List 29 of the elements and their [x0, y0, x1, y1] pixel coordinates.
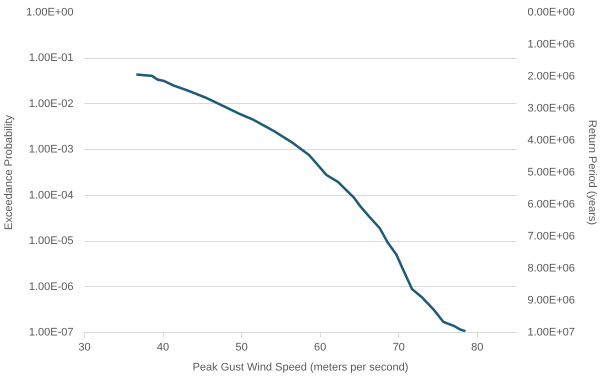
y-tick-label: 1.00E-03 [28, 144, 74, 156]
y-tick-label: 1.00E-07 [28, 326, 74, 338]
y2-tick-label: 6.00E+06 [528, 198, 575, 210]
line-series [135, 73, 467, 332]
y2-tick-label: 0.00E+00 [528, 6, 575, 18]
y-tick-label: 1.00E-01 [28, 52, 74, 64]
y-tick-label: 1.00E-06 [28, 280, 74, 293]
x-tick-label: 50 [235, 342, 248, 354]
y-tick-label: 1.00E-04 [28, 189, 74, 202]
y2-tick-label: 8.00E+06 [528, 262, 575, 274]
y2-tick-label: 1.00E+07 [528, 326, 575, 338]
y2-tick-label: 2.00E+06 [528, 70, 575, 82]
x-tick-label: 70 [392, 342, 405, 354]
y-tick-label: 1.00E-02 [28, 98, 74, 110]
y2-tick-label: 9.00E+06 [528, 294, 575, 306]
x-axis-title: Peak Gust Wind Speed (meters per second) [192, 362, 408, 374]
y2-tick-label: 4.00E+06 [528, 134, 575, 146]
x-tick-label: 80 [471, 342, 484, 354]
x-tick-label: 60 [314, 342, 326, 354]
y2-tick-label: 7.00E+06 [528, 230, 575, 242]
y-axis-title: Exceedance Probability [3, 114, 16, 230]
y2-axis-title: Return Period (years) [586, 120, 598, 226]
y2-tick-label: 5.00E+06 [528, 166, 575, 178]
y2-tick-label: 1.00E+06 [528, 38, 575, 50]
y-tick-label: 1.00E+00 [26, 6, 74, 18]
y-tick-label: 1.00E-05 [28, 235, 74, 248]
x-tick-label: 40 [156, 342, 170, 354]
y2-tick-label: 3.00E+06 [528, 102, 575, 114]
x-tick-label: 30 [78, 342, 91, 354]
